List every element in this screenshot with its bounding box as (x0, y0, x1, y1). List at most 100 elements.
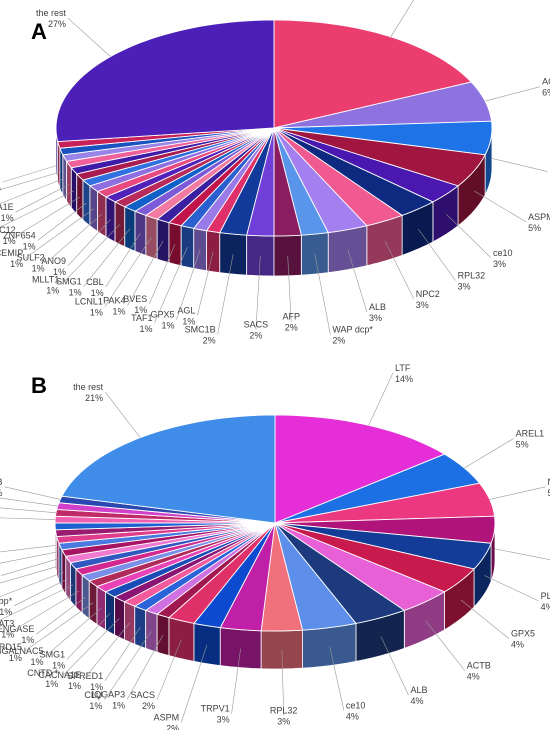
pie-side-adamts5 (70, 166, 78, 216)
slice-percent: 2% (142, 701, 155, 711)
slice-percent: 1% (10, 259, 23, 269)
pie-side-smg1 (105, 591, 116, 636)
pie-chart-a: LTF18%ACTB6%PTGDS5%ASPM5%ce103%RPL323%NP… (0, 0, 550, 346)
slice-label: TAF1 (131, 313, 152, 323)
leader-line (0, 584, 74, 621)
slice-label: SACS (244, 320, 269, 330)
slice-percent: 1% (0, 607, 12, 617)
leader-line (1, 558, 58, 576)
leader-line (61, 224, 121, 285)
pie-side-fat3 (75, 568, 83, 614)
leader-line (83, 228, 131, 287)
pie-slice-ltf (273, 19, 473, 129)
leader-line (484, 575, 539, 602)
leader-line (446, 213, 492, 259)
leader-line (104, 391, 141, 438)
leader-line (473, 190, 527, 223)
slice-percent: 1% (139, 324, 152, 334)
slice-percent: 1% (69, 288, 82, 298)
slice-label: ENGASE (0, 624, 34, 634)
pie-side-afp (273, 234, 302, 277)
slice-label: ce10 (346, 700, 366, 710)
pie-side-tdrd15 (88, 580, 98, 626)
slice-percent: 1% (30, 657, 43, 667)
pie-slice-arel1 (274, 453, 481, 524)
leader-line (0, 551, 57, 564)
slice-label: GPX5 (511, 629, 535, 639)
pie-side-agl (206, 230, 221, 274)
leader-line (104, 627, 141, 681)
slice-percent: 1% (3, 236, 16, 246)
leader-line (104, 237, 152, 307)
slice-percent: 6% (542, 88, 550, 98)
slice-percent: 21% (85, 393, 103, 403)
leader-line (0, 171, 62, 191)
leader-line (231, 648, 241, 714)
slice-label: LCNL1 (75, 296, 103, 306)
leader-line (82, 622, 130, 681)
slice-label: NPC2 (416, 289, 440, 299)
leader-line (281, 649, 284, 716)
slice-label: ASPM (528, 212, 550, 222)
slice-label: AFP (282, 312, 300, 322)
slice-label: FAT3 (0, 619, 14, 629)
slice-percent: 3% (493, 259, 506, 269)
slice-percent: 1% (32, 264, 45, 274)
slice-label: CLU (84, 690, 102, 700)
leader-line (368, 372, 394, 426)
slice-label: APCbp* (0, 596, 13, 606)
slice-percent: 2% (249, 331, 262, 341)
slice-label: TTN (0, 172, 1, 182)
slice-percent: 1% (1, 213, 14, 223)
slice-percent: 3% (217, 715, 230, 725)
slice-percent: 1% (134, 305, 147, 315)
pie-slice-the-rest (55, 19, 275, 143)
pie-side-smc1b (219, 232, 248, 276)
pie-side-cntd (62, 153, 68, 203)
leader-line (255, 255, 261, 330)
pie-slice-actb (274, 522, 446, 611)
slice-percent: 27% (48, 19, 66, 29)
slice-label: SMG1 (56, 277, 82, 287)
pie-side-alb (327, 225, 368, 274)
slice-percent: 5% (516, 440, 529, 450)
leader-line (67, 219, 111, 267)
pie-side-sacs (246, 234, 275, 277)
pie-side-iqgap3 (156, 613, 170, 657)
leader-line (460, 599, 510, 639)
pie-slice-actb (273, 81, 493, 129)
slice-percent: 1% (0, 488, 3, 498)
pie-slice-ptgds (273, 120, 493, 156)
leader-line (0, 190, 75, 228)
leader-line (329, 646, 345, 711)
slice-label: MLLT1 (32, 275, 59, 285)
panel-letter-a: A (31, 19, 47, 44)
leader-line (149, 244, 176, 305)
pie-slice-aspm (273, 127, 486, 187)
leader-line (0, 517, 56, 520)
slice-label: TRPV1 (201, 704, 230, 714)
slice-percent: 4% (511, 640, 524, 650)
leader-line (0, 545, 56, 553)
slice-label: SULF2 (17, 253, 45, 263)
slice-label: ce10 (493, 248, 513, 258)
leader-line (36, 596, 86, 635)
slice-label: TDRD15 (0, 642, 22, 652)
leader-line (494, 548, 550, 560)
slice-percent: 1% (53, 267, 66, 277)
pie-side-gpx5 (193, 227, 208, 272)
slice-label: ASPM (154, 713, 180, 723)
pie-slice-rpl32 (273, 127, 434, 216)
leader-line (66, 613, 111, 660)
slice-percent: 1% (23, 242, 36, 252)
leader-line (25, 208, 94, 259)
leader-line (15, 184, 70, 213)
slice-label: CACNA1E (0, 202, 14, 212)
leader-line (23, 602, 94, 653)
leader-line (380, 636, 409, 696)
leader-line (46, 213, 102, 263)
pie-slice-npc2 (273, 127, 404, 227)
slice-percent: 1% (90, 307, 103, 317)
slice-label: RPL32 (270, 706, 298, 716)
slice-label: ST6GALNAC5 (0, 646, 44, 656)
